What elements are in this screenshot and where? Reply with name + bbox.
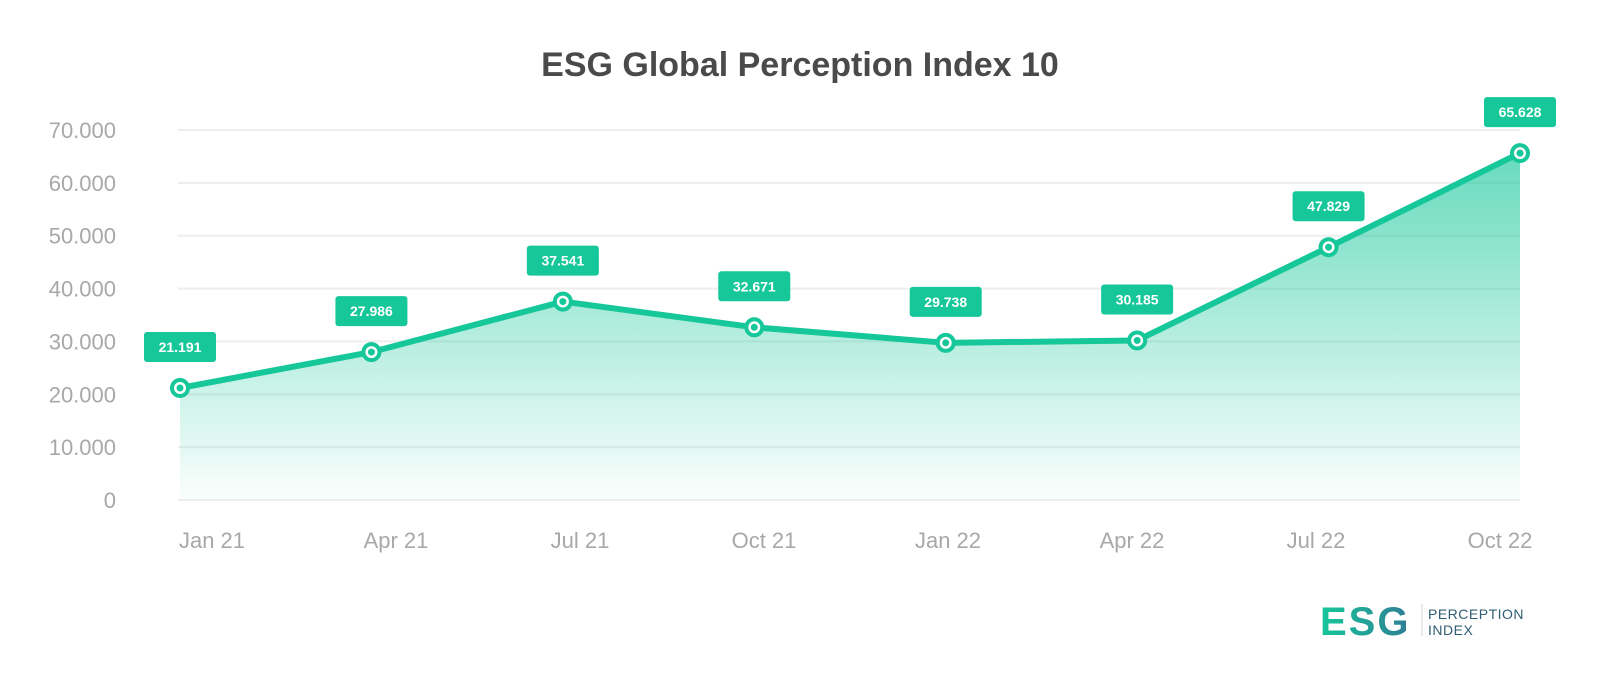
- data-label: 37.541: [526, 245, 599, 276]
- data-label-text: 27.986: [350, 303, 393, 319]
- data-label-bg: [909, 286, 982, 317]
- data-label-bg: [335, 296, 408, 327]
- logo-line-1: PERCEPTION: [1428, 606, 1524, 622]
- data-label-bg: [1484, 97, 1556, 128]
- y-tick-label: 50.000: [49, 224, 116, 249]
- x-tick-label: Apr 22: [1100, 528, 1165, 553]
- data-point-center: [367, 348, 375, 356]
- data-label: 29.738: [909, 286, 982, 317]
- y-tick-label: 0: [104, 488, 116, 513]
- data-point-center: [750, 323, 758, 331]
- data-label-bg: [144, 331, 216, 362]
- data-label-text: 30.185: [1116, 291, 1159, 307]
- data-point-center: [942, 339, 950, 347]
- y-tick-label: 30.000: [49, 329, 116, 354]
- area-fill: [180, 153, 1520, 501]
- data-point-center: [1133, 336, 1141, 344]
- data-labels: 21.191 27.986 37.541 32.671 29.738 30.185 47.8…: [144, 97, 1556, 362]
- series-line: [177, 150, 1523, 391]
- x-tick-label: Jan 22: [915, 528, 981, 553]
- data-point-center: [176, 384, 184, 392]
- y-tick-label: 40.000: [49, 277, 116, 302]
- area-fill-layer: [180, 153, 1520, 501]
- data-label: 27.986: [335, 296, 408, 327]
- y-tick-label: 60.000: [49, 171, 116, 196]
- x-tick-label: Oct 21: [732, 528, 797, 553]
- logo-line-2: INDEX: [1428, 622, 1473, 638]
- x-tick-label: Jul 22: [1287, 528, 1346, 553]
- x-tick-label: Jul 21: [551, 528, 610, 553]
- data-label-text: 32.671: [733, 278, 776, 294]
- data-label: 21.191: [144, 331, 216, 362]
- data-label-text: 29.738: [924, 294, 967, 310]
- data-label-bg: [718, 271, 791, 302]
- data-label: 65.628: [1484, 97, 1556, 128]
- x-tick-label: Apr 21: [364, 528, 429, 553]
- data-label-bg: [1101, 284, 1174, 315]
- x-tick-label: Oct 22: [1468, 528, 1533, 553]
- y-tick-label: 10.000: [49, 435, 116, 460]
- x-axis-ticks: Jan 21 Apr 21 Jul 21 Oct 21 Jan 22 Apr 22 Jul …: [179, 528, 1532, 553]
- series-line-layer: [177, 150, 1523, 391]
- data-point-center: [1516, 149, 1524, 157]
- chart-title: ESG Global Perception Index 10: [541, 46, 1059, 84]
- y-tick-label: 20.000: [49, 382, 116, 407]
- y-axis-ticks: 0 10.000 20.000 30.000 40.000 50.000 60.000 70.…: [49, 118, 116, 513]
- data-label-text: 21.191: [159, 339, 202, 355]
- data-point-center: [559, 298, 567, 306]
- y-tick-label: 70.000: [49, 118, 116, 143]
- data-point-center: [1325, 243, 1333, 251]
- data-label: 30.185: [1101, 284, 1174, 315]
- data-label-text: 65.628: [1499, 104, 1542, 120]
- data-label: 32.671: [718, 271, 791, 302]
- data-label-text: 37.541: [541, 253, 584, 269]
- brand-logo: ESG PERCEPTION INDEX: [1320, 600, 1524, 644]
- logo-mark: ESG: [1320, 600, 1410, 644]
- x-tick-label: Jan 21: [179, 528, 245, 553]
- data-label-bg: [1292, 191, 1365, 222]
- data-points: [170, 143, 1530, 398]
- data-label: 47.829: [1292, 191, 1365, 222]
- data-label-text: 47.829: [1307, 198, 1350, 214]
- data-label-bg: [526, 245, 599, 276]
